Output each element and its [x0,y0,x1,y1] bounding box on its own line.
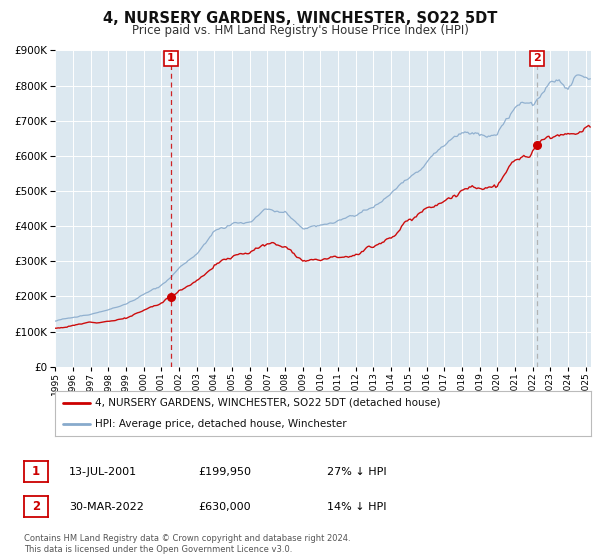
Text: 2: 2 [32,500,40,514]
Text: Price paid vs. HM Land Registry's House Price Index (HPI): Price paid vs. HM Land Registry's House … [131,24,469,36]
Text: This data is licensed under the Open Government Licence v3.0.: This data is licensed under the Open Gov… [24,545,292,554]
Text: £630,000: £630,000 [198,502,251,512]
Text: 27% ↓ HPI: 27% ↓ HPI [327,466,386,477]
Text: 2: 2 [533,53,541,63]
Text: £199,950: £199,950 [198,466,251,477]
Text: 1: 1 [167,53,175,63]
Text: 4, NURSERY GARDENS, WINCHESTER, SO22 5DT (detached house): 4, NURSERY GARDENS, WINCHESTER, SO22 5DT… [95,398,441,408]
Text: Contains HM Land Registry data © Crown copyright and database right 2024.: Contains HM Land Registry data © Crown c… [24,534,350,543]
Text: 13-JUL-2001: 13-JUL-2001 [69,466,137,477]
Text: 30-MAR-2022: 30-MAR-2022 [69,502,144,512]
Text: 4, NURSERY GARDENS, WINCHESTER, SO22 5DT: 4, NURSERY GARDENS, WINCHESTER, SO22 5DT [103,11,497,26]
Text: HPI: Average price, detached house, Winchester: HPI: Average price, detached house, Winc… [95,418,347,428]
Text: 14% ↓ HPI: 14% ↓ HPI [327,502,386,512]
Text: 1: 1 [32,465,40,478]
